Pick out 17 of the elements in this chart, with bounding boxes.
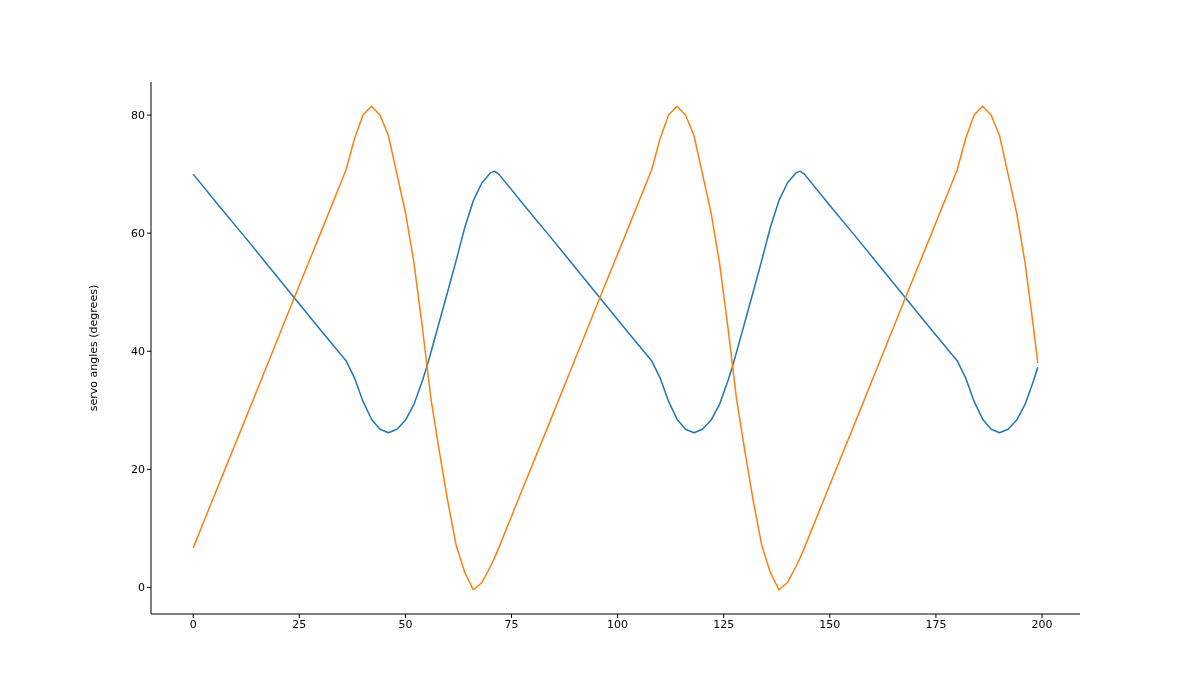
x-tick-label: 100 xyxy=(607,617,629,631)
x-tick-label: 0 xyxy=(189,617,197,631)
x-tick-label: 150 xyxy=(819,617,841,631)
x-tick-label: 50 xyxy=(398,617,413,631)
y-axis-title: servo angles (degrees) xyxy=(86,284,100,412)
x-tick-label: 75 xyxy=(504,617,519,631)
x-tick-label: 25 xyxy=(292,617,307,631)
x-tick-label: 200 xyxy=(1031,617,1053,631)
y-tick-label: 60 xyxy=(131,227,145,241)
x-tick-label: 175 xyxy=(925,617,947,631)
line-series xyxy=(192,105,1039,591)
y-tick-label: 0 xyxy=(138,581,145,595)
y-tick-label: 80 xyxy=(131,108,145,122)
y-tick-label: 20 xyxy=(131,463,145,477)
y-tick-label: 40 xyxy=(131,345,145,359)
line-series xyxy=(192,170,1039,434)
x-tick-label: 125 xyxy=(713,617,735,631)
